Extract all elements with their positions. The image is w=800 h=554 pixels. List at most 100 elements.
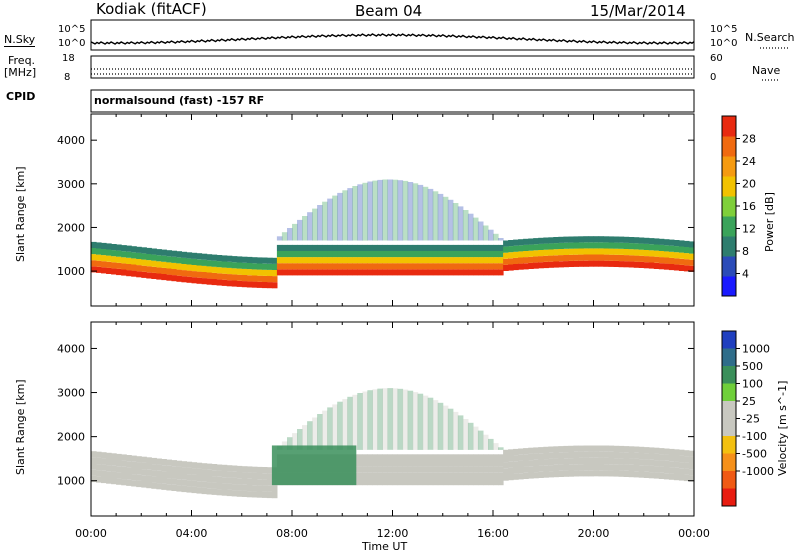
power-band-cell (407, 244, 414, 251)
power-band-cell (121, 245, 127, 252)
power-band-cell (658, 263, 665, 270)
power-band-cell (357, 263, 363, 270)
power-band-cell (271, 276, 278, 283)
velocity-colorbar-tick-label: -25 (742, 413, 760, 426)
power-band-cell (166, 256, 172, 263)
power-band-cell (186, 264, 193, 271)
velocity-band-cell (528, 466, 534, 473)
velocity-band-cell (663, 467, 670, 474)
power-scatter-cell (317, 205, 323, 241)
velocity-band-cell (427, 472, 434, 479)
power-band-cell (603, 248, 610, 255)
power-band-cell (266, 282, 273, 289)
power-band-cell (362, 257, 368, 264)
velocity-band-cell (231, 490, 238, 497)
power-scatter-cell (367, 181, 373, 241)
power-band-cell (337, 269, 343, 276)
power-band-cell (101, 249, 107, 256)
velocity-band-cell (578, 457, 584, 465)
power-band-cell (533, 244, 539, 251)
velocity-band-cell (583, 464, 590, 471)
velocity-band-cell (658, 466, 665, 473)
power-band-cell (663, 239, 670, 246)
power-band-cell (201, 272, 208, 279)
power-band-cell (593, 254, 600, 261)
power-band-cell (518, 245, 524, 252)
power-band-cell (588, 242, 595, 249)
velocity-scatter-cell (357, 393, 363, 450)
power-band-cell (558, 255, 564, 262)
power-band-cell (503, 258, 509, 265)
velocity-colorbar-swatch (722, 471, 736, 489)
power-band-cell (658, 244, 665, 251)
velocity-band-cell (573, 458, 579, 465)
velocity-band-cell (588, 470, 595, 477)
velocity-band-cell (678, 455, 685, 463)
power-band-cell (648, 250, 655, 257)
power-band-cell (493, 244, 499, 251)
velocity-band-cell (633, 471, 640, 478)
velocity-band-cell (518, 448, 524, 455)
velocity-colorbar-tick-label: 25 (742, 395, 756, 408)
velocity-band-cell (367, 460, 373, 467)
velocity-band-cell (161, 471, 167, 478)
power-band-cell (261, 269, 268, 276)
power-colorbar-tick-label: 20 (742, 178, 756, 191)
power-band-cell (367, 244, 373, 251)
velocity-scatter-cell (372, 389, 378, 450)
velocity-band-cell (568, 445, 574, 452)
power-band-cell (126, 270, 132, 277)
power-band-cell (467, 251, 474, 258)
power-band-cell (608, 260, 615, 267)
velocity-band-cell (538, 447, 544, 454)
power-band-cell (623, 249, 630, 256)
velocity-band-cell (191, 474, 198, 481)
power-band-cell (261, 263, 268, 270)
power-band-cell (683, 247, 690, 254)
power-band-cell (176, 263, 182, 270)
power-scatter-cell (427, 188, 434, 241)
velocity-band-cell (422, 460, 429, 467)
power-band-cell (126, 245, 132, 252)
velocity-band-cell (216, 470, 223, 477)
velocity-band-cell (191, 480, 198, 487)
power-band-cell (332, 263, 338, 270)
power-band-cell (337, 244, 343, 251)
velocity-band-cell (156, 464, 162, 471)
power-band-cell (181, 264, 187, 271)
power-band-cell (276, 251, 283, 258)
velocity-band-cell (126, 467, 132, 474)
velocity-band-cell (628, 452, 635, 459)
power-band-cell (663, 263, 670, 270)
power-band-cell (131, 246, 137, 253)
velocity-band-cell (608, 445, 615, 452)
power-band-cell (297, 251, 303, 258)
velocity-band-cell (613, 451, 620, 459)
velocity-band-cell (367, 466, 373, 473)
power-band-cell (221, 261, 228, 268)
power-scatter-cell (437, 193, 444, 241)
power-band-cell (372, 251, 378, 258)
power-band-cell (608, 248, 615, 255)
power-band-cell (382, 244, 388, 251)
velocity-scatter-cell (382, 388, 388, 450)
power-band-cell (327, 257, 333, 264)
power-band-cell (648, 262, 655, 269)
velocity-band-cell (151, 482, 157, 489)
power-band-cell (442, 263, 449, 270)
power-band-cell (126, 251, 132, 258)
velocity-band-cell (427, 460, 434, 467)
power-band-cell (302, 251, 308, 258)
velocity-band-cell (186, 486, 193, 493)
power-band-cell (689, 265, 695, 272)
power-band-cell (402, 257, 409, 264)
power-band-cell (101, 255, 107, 262)
power-band-cell (116, 269, 122, 276)
power-band-cell (146, 254, 152, 261)
power-colorbar-tick-label: 28 (742, 133, 756, 146)
velocity-band-cell (689, 463, 695, 470)
power-colorbar-swatch (722, 236, 736, 257)
velocity-band-cell (246, 472, 253, 479)
nave-label: Nave (752, 64, 781, 77)
velocity-band-cell (417, 466, 424, 473)
